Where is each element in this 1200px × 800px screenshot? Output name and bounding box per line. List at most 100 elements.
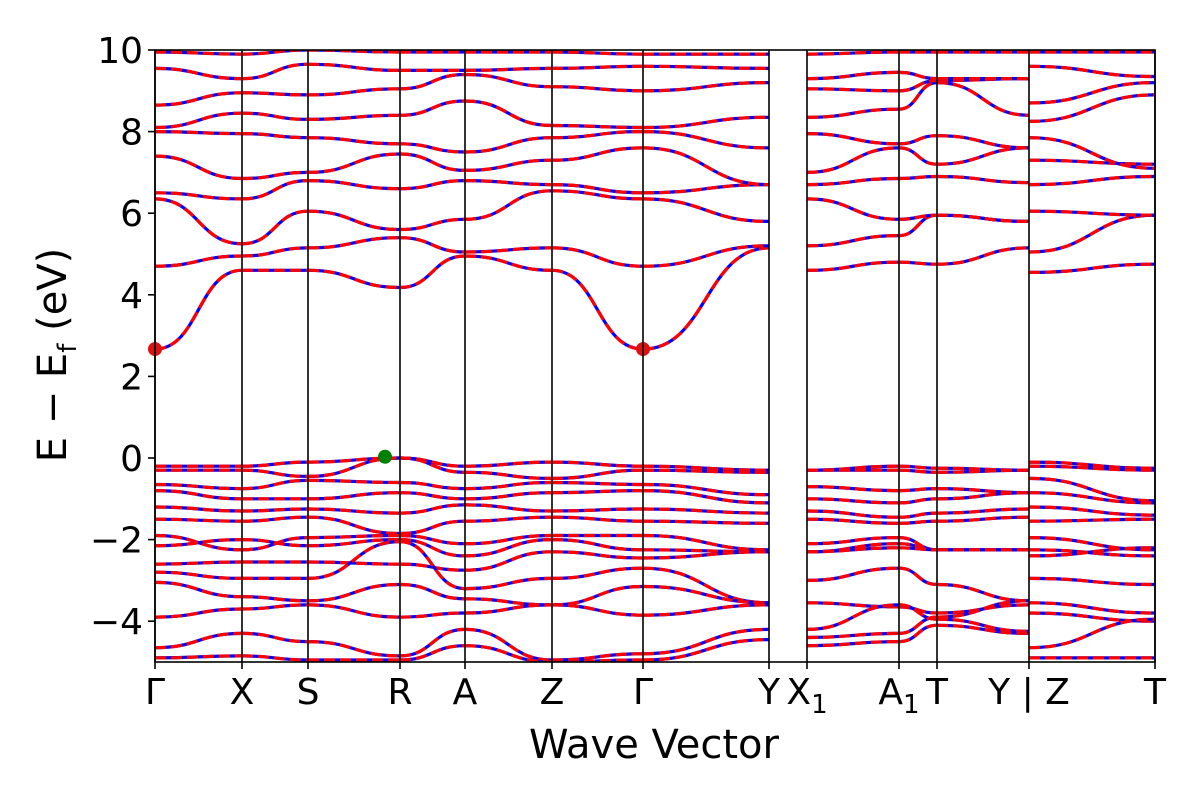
- x-tick-label-subscript: 1: [903, 690, 920, 720]
- y-tick-label: 2: [120, 357, 143, 398]
- band-21-segment-1-red: [241, 603, 309, 611]
- band-1-segment-7-blue: [806, 234, 900, 248]
- band-8-segment-6-red: [642, 64, 770, 70]
- band-3-segment-2-blue: [307, 179, 401, 191]
- band-9-segment-0-blue: [155, 50, 243, 56]
- band-15-segment-10-red: [1028, 517, 1155, 523]
- band-14-segment-4-blue: [464, 503, 553, 513]
- band-5-segment-10-red: [1028, 136, 1155, 170]
- band-22-segment-10-red: [1028, 617, 1155, 650]
- band-4-segment-10-red: [1028, 158, 1155, 166]
- y-tick-label: 8: [120, 113, 143, 154]
- x-tick-label: Y | Z: [987, 672, 1070, 713]
- band-19-segment-8-red: [898, 566, 938, 587]
- band-16-segment-6-red: [642, 533, 770, 552]
- x-tick-label: Γ: [145, 672, 165, 713]
- band-4-segment-5-blue: [551, 146, 644, 162]
- band-5-segment-6-red: [642, 130, 770, 150]
- y-tick-label: 0: [120, 439, 143, 480]
- band-2-segment-5-blue: [551, 189, 644, 201]
- band-7-segment-0-blue: [155, 91, 243, 107]
- band-23-segment-7-blue: [806, 640, 900, 648]
- band-12-segment-8-red: [898, 487, 938, 493]
- band-8-segment-5-blue: [551, 64, 644, 70]
- band-12-segment-0-blue: [155, 482, 243, 491]
- band-13-segment-5-blue: [551, 489, 644, 495]
- band-23-segment-6-red: [642, 638, 770, 662]
- x-tick-label: S: [297, 672, 320, 713]
- x-tick-label: A: [453, 672, 478, 713]
- band-10-segment-6-red: [642, 464, 770, 472]
- band-10-segment-1-red: [241, 460, 309, 468]
- band-1-segment-1-red: [241, 246, 309, 258]
- band-0-segment-2-red: [307, 268, 401, 290]
- band-11-segment-10-red: [1028, 464, 1155, 472]
- band-3-segment-6-red: [642, 183, 770, 195]
- band-16-segment-10-red: [1028, 536, 1155, 552]
- band-5-segment-5-blue: [551, 130, 644, 140]
- band-19-segment-4-blue: [464, 576, 553, 591]
- band-8-segment-7-blue: [806, 70, 900, 81]
- band-2-segment-2-red: [307, 209, 401, 232]
- band-12-segment-5-blue: [551, 480, 644, 487]
- band-1-segment-5-red: [551, 246, 644, 268]
- band-17-segment-10-red: [1028, 548, 1155, 558]
- band-18-segment-4-blue: [464, 550, 553, 572]
- band-11-segment-6-red: [642, 468, 770, 474]
- y-axis-title: E − Ef (eV): [30, 248, 83, 463]
- band-18-segment-2-blue: [307, 560, 401, 566]
- band-23-segment-9-blue: [936, 623, 1030, 635]
- band-12-segment-1-red: [241, 478, 309, 491]
- band-8-segment-1-red: [241, 62, 309, 81]
- band-16-segment-7-blue: [806, 536, 900, 546]
- x-tick-label-subscript: 1: [811, 690, 828, 720]
- band-6-segment-2-blue: [307, 113, 401, 121]
- band-21-segment-4-blue: [464, 603, 553, 615]
- band-19-segment-3-red: [399, 540, 466, 591]
- band-6-segment-8-red: [898, 81, 938, 111]
- band-3-segment-9-blue: [936, 174, 1030, 185]
- band-9-segment-7-blue: [806, 50, 900, 56]
- band-14-segment-10-red: [1028, 505, 1155, 517]
- band-11-segment-5-blue: [551, 468, 644, 480]
- band-16-segment-4-blue: [464, 533, 553, 546]
- x-tick-label: A1: [878, 672, 919, 720]
- band-21-segment-7-red: [806, 603, 900, 631]
- band-5-segment-2-blue: [307, 136, 401, 146]
- x-tick-label: Z: [540, 672, 565, 713]
- band-14-segment-6-red: [642, 507, 770, 515]
- plot-area: [148, 50, 1155, 662]
- y-tick-label: 4: [120, 276, 143, 317]
- band-6-segment-10-red: [1028, 93, 1155, 123]
- band-6-segment-0-blue: [155, 111, 243, 130]
- band-3-segment-10-red: [1028, 174, 1155, 187]
- band-14-segment-0-blue: [155, 505, 243, 513]
- band-8-segment-4-blue: [464, 66, 553, 72]
- band-7-segment-2-blue: [307, 87, 401, 97]
- band-0-segment-7-blue: [806, 260, 900, 272]
- band-15-segment-5-blue: [551, 515, 644, 523]
- band-10-segment-5-blue: [551, 460, 644, 468]
- band-19-segment-7-red: [806, 566, 900, 582]
- band-17-segment-6-red: [642, 548, 770, 554]
- band-1-segment-6-red: [642, 244, 770, 268]
- band-13-segment-9-blue: [936, 491, 1030, 501]
- band-17-segment-2-blue: [307, 538, 401, 548]
- band-21-segment-0-blue: [155, 607, 243, 619]
- band-11-segment-1-red: [241, 468, 309, 478]
- band-14-segment-2-blue: [307, 507, 401, 515]
- band-22-segment-7-blue: [806, 631, 900, 640]
- band-14-segment-8-red: [898, 511, 938, 519]
- band-20-segment-10-red: [1028, 601, 1155, 615]
- band-4-segment-1-red: [241, 170, 309, 181]
- band-0-segment-6-red: [642, 246, 770, 351]
- band-4-segment-0-blue: [155, 154, 243, 181]
- band-4-segment-3-red: [399, 152, 466, 172]
- band-18-segment-8-red: [898, 546, 938, 552]
- band-2-segment-7-red: [806, 197, 900, 221]
- band-18-segment-6-red: [642, 550, 770, 560]
- band-5-segment-4-blue: [464, 136, 553, 154]
- band-2-segment-1-red: [241, 209, 309, 246]
